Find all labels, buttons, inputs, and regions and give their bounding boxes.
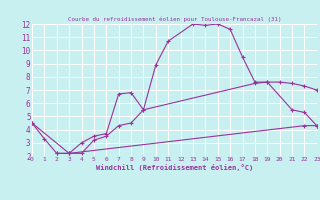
X-axis label: Windchill (Refroidissement éolien,°C): Windchill (Refroidissement éolien,°C) <box>96 164 253 171</box>
Title: Courbe du refroidissement éolien pour Toulouse-Francazal (31): Courbe du refroidissement éolien pour To… <box>68 17 281 22</box>
